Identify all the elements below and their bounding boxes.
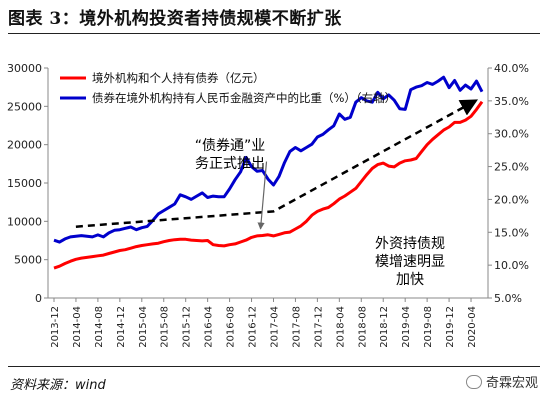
x-tick-label: 2018-04 [335,306,346,348]
x-tick-label: 2019-12 [445,306,456,348]
x-tick-label: 2018-08 [357,306,368,348]
x-tick-label: 2014-12 [116,306,127,348]
annotation-text: 务正式推出 [195,156,265,172]
x-tick-label: 2016-08 [226,306,237,348]
x-tick-label: 2015-12 [182,306,193,348]
brand-watermark: 奇霖宏观 [465,372,538,391]
annotation-text: 加快 [396,272,424,288]
left-tick-label: 5000 [14,254,42,267]
x-tick-label: 2019-04 [401,306,412,348]
wechat-icon [465,375,482,389]
right-tick-label: 20.0% [494,193,529,206]
trend-arrow [75,99,479,228]
footer-divider [8,366,540,367]
left-tick-label: 25000 [7,100,42,113]
right-tick-label: 10.0% [494,259,529,272]
x-tick-label: 2014-04 [72,306,83,348]
legend-label: 债券在境外机构持有人民币金融资产中的比重（%）（右轴） [92,91,396,105]
title-divider [8,33,540,34]
x-axis: 2013-12 2014-04 2014-08 2014-12 2015-04 2015-… [48,297,488,348]
x-tick-label: 2017-08 [291,306,302,348]
source-note: 资料来源：wind [10,378,106,393]
legend: 境外机构和个人持有债券（亿元） 债券在境外机构持有人民币金融资产中的比重（%）（右… [60,71,396,105]
left-tick-label: 10000 [7,215,42,228]
right-tick-label: 15.0% [494,226,529,239]
annotation-text: 外资持债规 [375,236,445,252]
page-title: 图表 3：境外机构投资者持债规模不断扩张 [8,9,342,29]
x-tick-label: 2019-08 [423,306,434,348]
x-tick-label: 2013-12 [50,306,61,348]
right-tick-label: 5.0% [494,292,522,305]
left-tick-label: 30000 [7,62,42,75]
callout-arrow [257,161,268,230]
left-axis: 0 5000 10000 15000 20000 25000 30000 [7,62,49,305]
series-line-bond-holdings [53,100,484,270]
x-tick-label: 2018-12 [379,306,390,348]
right-tick-label: 30.0% [494,128,529,141]
x-tick-label: 2017-12 [313,306,324,348]
annotation-text: “债券通”业 [195,138,266,154]
series-line-bond-share [53,75,484,244]
x-tick-label: 2020-04 [467,306,478,348]
annotation-text: 模增速明显 [375,254,445,270]
left-tick-label: 20000 [7,139,42,152]
right-tick-label: 25.0% [494,161,529,174]
x-tick-label: 2015-04 [138,306,149,348]
x-tick-label: 2016-12 [248,306,259,348]
legend-label: 境外机构和个人持有债券（亿元） [92,71,265,85]
right-axis: 5.0% 10.0% 15.0% 20.0% 25.0% 30.0% 35.0% 40.0% [487,62,529,305]
series-lines [53,75,484,270]
x-tick-label: 2014-08 [94,306,105,348]
x-tick-label: 2017-04 [269,306,280,348]
x-tick-label: 2016-04 [204,306,215,348]
brand-name: 奇霖宏观 [485,376,538,391]
left-tick-label: 0 [35,292,42,305]
right-tick-label: 35.0% [494,95,529,108]
right-tick-label: 40.0% [494,62,529,75]
left-tick-label: 15000 [7,177,42,190]
x-tick-label: 2015-08 [160,306,171,348]
line-chart: 0 5000 10000 15000 20000 25000 30000 5.0% 10.0%… [7,62,529,348]
